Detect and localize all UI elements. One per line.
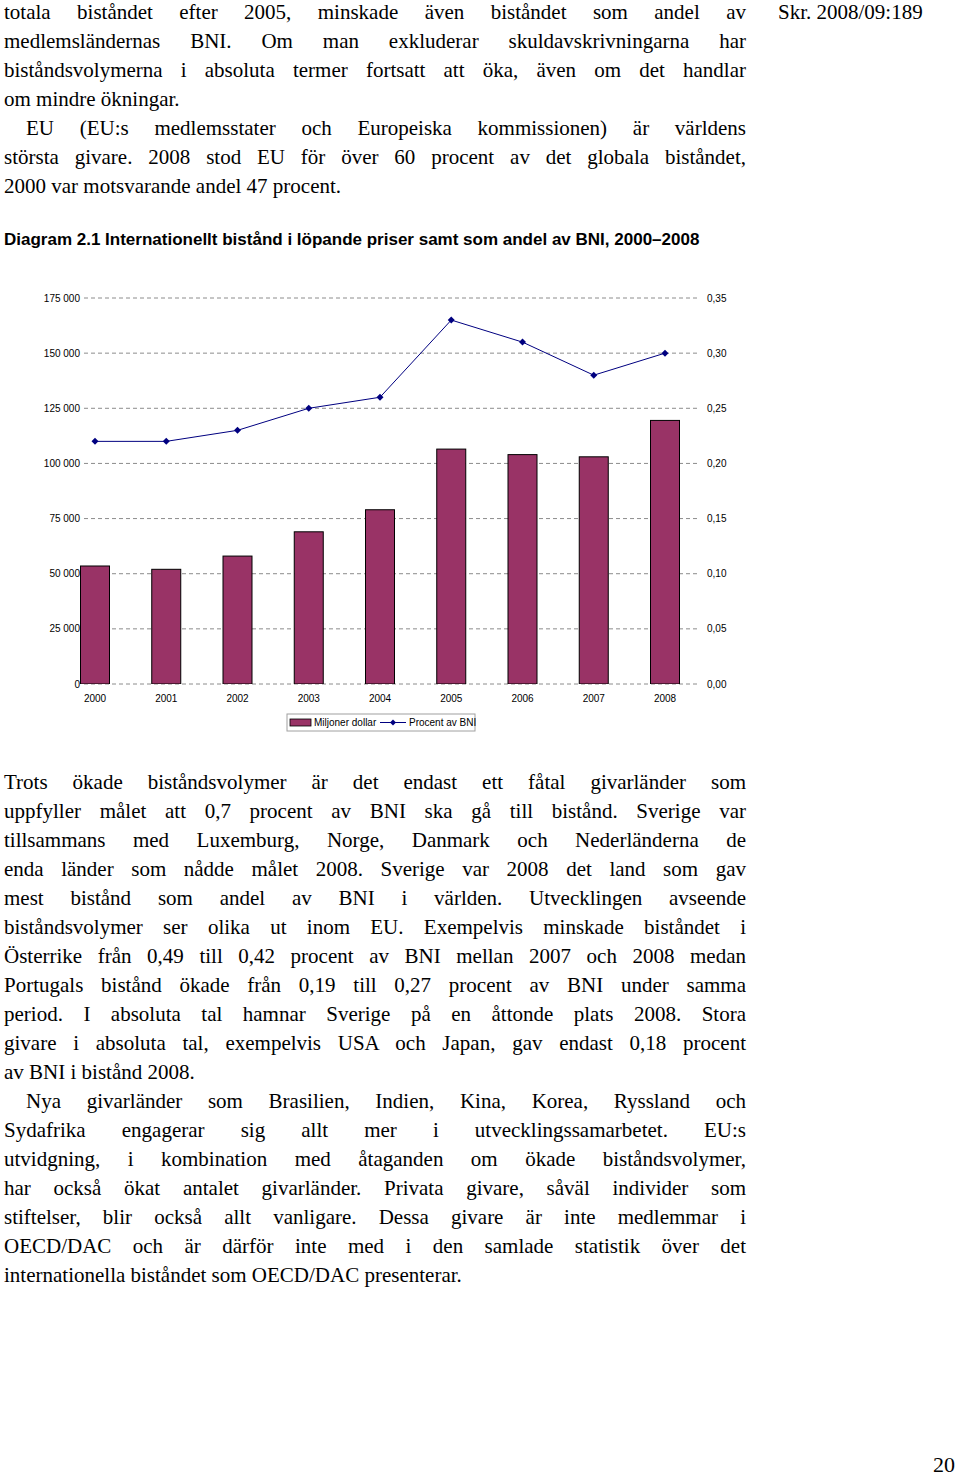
text-line: period. I absoluta tal hamnar Sverige på… [4,1000,746,1029]
line-marker [662,350,669,357]
bar [508,455,537,684]
y-tick-label: 125 000 [44,403,81,414]
legend-label: Procent av BNI [409,717,476,728]
text-line: biståndsvolymerna i absoluta termer fort… [4,56,746,85]
x-tick-label: 2005 [440,693,463,704]
page-number: 20 [933,1450,955,1479]
bar [579,457,608,684]
y-tick-label: 50 000 [49,568,80,579]
text-line: uppfyller målet att 0,7 procent av BNI s… [4,797,746,826]
y-tick-label: 25 000 [49,623,80,634]
bar [294,532,323,684]
y2-tick-label: 0,00 [707,679,727,690]
y2-tick [700,353,701,354]
line-marker [377,394,384,401]
text-line: OECD/DAC och är därför inte med i den sa… [4,1232,746,1261]
bar [152,569,181,684]
x-tick-label: 2002 [226,693,249,704]
text-line: Trots ökade biståndsvolymer är det endas… [4,768,746,797]
line-marker [519,339,526,346]
line-marker [92,438,99,445]
y-tick-label: 175 000 [44,293,81,304]
y2-tick [700,463,701,464]
y2-tick [700,408,701,409]
y2-tick-label: 0,35 [707,293,727,304]
y2-tick-label: 0,30 [707,348,727,359]
bar [366,510,395,684]
legend: Miljoner dollar Procent av BNI [287,714,476,731]
grid-line [84,353,700,354]
legend-marker [390,720,396,726]
text-line: 2000 var motsvarande andel 47 procent. [4,172,746,201]
line-marker [163,438,170,445]
bar [651,420,680,684]
x-tick-label: 2007 [583,693,606,704]
text-line: givare i absoluta tal, exempelvis USA oc… [4,1029,746,1058]
legend-swatch [290,719,311,726]
paragraph: totala biståndet efter 2005, minskade äv… [4,0,746,114]
text-line: Sydafrika engagerar sig allt mer i utvec… [4,1116,746,1145]
paragraph: Trots ökade biståndsvolymer är det endas… [4,768,746,1087]
legend-label: Miljoner dollar [314,717,377,728]
text-line: största givare. 2008 stod EU för över 60… [4,143,746,172]
y2-tick [700,628,701,629]
text-line: har också ökat antalet givarländer. Priv… [4,1174,746,1203]
y-tick-label: 150 000 [44,348,81,359]
body-text: Trots ökade biståndsvolymer är det endas… [4,768,746,1290]
line-marker [590,372,597,379]
document-reference: Skr. 2008/09:189 [778,0,923,27]
text-line: Portugals bistånd ökade från 0,19 till 0… [4,971,746,1000]
text-line: tillsammans med Luxemburg, Norge, Danmar… [4,826,746,855]
x-tick-label: 2008 [654,693,677,704]
y2-tick-label: 0,15 [707,513,727,524]
y2-tick [700,298,701,299]
y2-tick [700,684,701,685]
text-line: medlemsländernas BNI. Om man exkluderar … [4,27,746,56]
bar [81,566,110,684]
x-tick-label: 2004 [369,693,392,704]
text-line: mest bistånd som andel av BNI i världen.… [4,884,746,913]
y2-tick [700,518,701,519]
paragraph: Nya givarländer som Brasilien, Indien, K… [4,1087,746,1290]
bar [437,449,466,684]
x-tick-label: 2003 [298,693,321,704]
text-line: Nya givarländer som Brasilien, Indien, K… [4,1087,746,1116]
x-tick-label: 2000 [84,693,107,704]
text-line: om mindre ökningar. [4,85,746,114]
grid-line [84,298,700,299]
text-line: enda länder som nådde målet 2008. Sverig… [4,855,746,884]
text-line: utvidgning, i kombination med åtaganden … [4,1145,746,1174]
text-line: totala biståndet efter 2005, minskade äv… [4,0,746,27]
bar [223,556,252,684]
line-marker [305,405,312,412]
text-line: av BNI i bistånd 2008. [4,1058,746,1087]
line-marker [234,427,241,434]
intro-text: totala biståndet efter 2005, minskade äv… [4,0,746,201]
y2-tick-label: 0,25 [707,403,727,414]
text-line: Österrike från 0,49 till 0,42 procent av… [4,942,746,971]
x-tick-label: 2001 [155,693,178,704]
grid-line [84,408,700,409]
y2-tick-label: 0,10 [707,568,727,579]
y-tick-label: 75 000 [49,513,80,524]
x-tick-label: 2006 [511,693,534,704]
y2-tick [700,573,701,574]
chart: 0 25 000 50 000 75 000 100 000 125 000 150 000… [0,0,960,760]
line-series [95,320,665,441]
paragraph: EU (EU:s medlemsstater och Europeiska ko… [4,114,746,201]
chart-title: Diagram 2.1 Internationellt bistånd i lö… [4,226,784,254]
plot-marks [81,317,680,684]
line-marker [448,317,455,324]
text-line: internationella biståndet som OECD/DAC p… [4,1261,746,1290]
y-tick-label: 0 [74,679,80,690]
y2-tick-label: 0,05 [707,623,727,634]
text-line: EU (EU:s medlemsstater och Europeiska ko… [4,114,746,143]
y2-tick-label: 0,20 [707,458,727,469]
y-tick-label: 100 000 [44,458,81,469]
text-line: biståndsvolymer ser olika ut inom EU. Ex… [4,913,746,942]
text-line: stiftelser, blir också allt vanligare. D… [4,1203,746,1232]
